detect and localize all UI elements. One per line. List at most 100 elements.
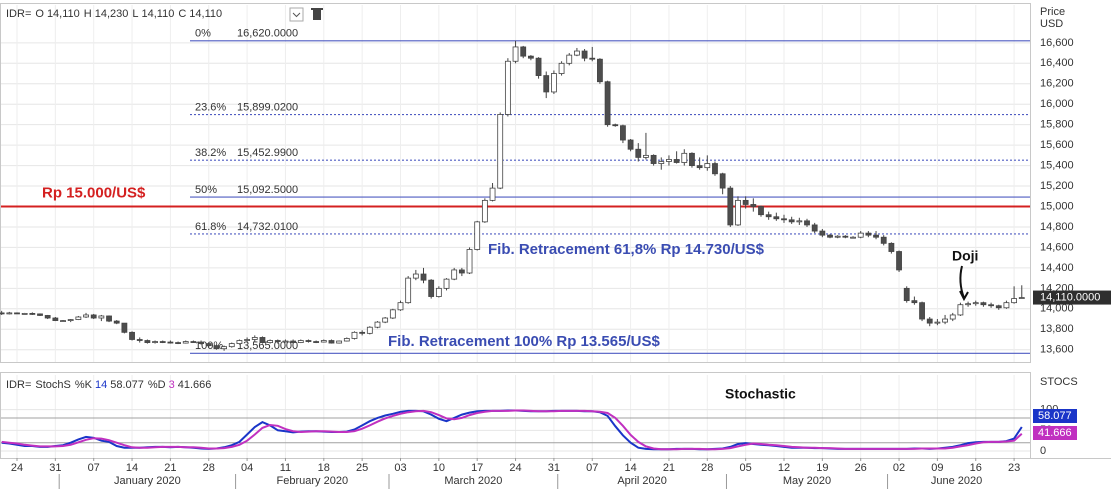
fib-label: 0%	[195, 28, 211, 40]
x-tick-label: 14	[624, 462, 636, 474]
ohlc-label: L	[132, 8, 138, 20]
x-tick-label: 09	[931, 462, 943, 474]
candle-body	[336, 340, 343, 344]
month-label: March 2020	[444, 475, 502, 487]
candle-body	[980, 302, 987, 306]
fib-label: 50%	[195, 184, 217, 196]
candle-body	[527, 55, 534, 59]
y-axis-label: STOCS	[1040, 376, 1078, 388]
candle-body	[205, 343, 212, 347]
y-tick-label: 0	[1040, 445, 1046, 457]
candle-body	[343, 338, 350, 342]
candle-body	[466, 249, 473, 274]
candle-body	[727, 187, 734, 226]
candle-body	[834, 235, 841, 238]
candle-body	[37, 313, 43, 316]
ric: IDR=	[6, 8, 31, 20]
candle-body	[366, 326, 373, 334]
dropdown-icon[interactable]	[289, 7, 304, 22]
candle-body	[213, 345, 220, 350]
fib-value: 13,565.0000	[237, 340, 298, 352]
fib-label: 61.8%	[195, 221, 226, 233]
fib-value: 14,732.0100	[237, 221, 298, 233]
x-tick-label: 03	[394, 462, 406, 474]
y-axis-label: Price	[1040, 6, 1065, 18]
ohlc-value: 14,230	[95, 8, 129, 20]
candle-body	[75, 316, 82, 320]
x-tick-label: 26	[855, 462, 867, 474]
x-tick-label: 28	[203, 462, 215, 474]
candle-body	[244, 339, 251, 341]
ohlc-label: C	[178, 8, 186, 20]
candle-body	[942, 318, 948, 323]
candle-body	[704, 163, 711, 169]
candle-body	[14, 312, 20, 315]
candle-body	[535, 57, 542, 76]
candle-body	[666, 159, 672, 162]
candle-body	[957, 304, 964, 316]
candle-body	[1003, 302, 1010, 309]
candle-body	[428, 279, 435, 297]
candle-body	[405, 277, 412, 304]
last-value-label: 58.077	[1038, 410, 1072, 422]
candle-body	[566, 54, 573, 64]
candle-body	[857, 232, 864, 238]
candle-body	[90, 314, 97, 319]
candle-body	[320, 340, 327, 343]
x-tick-label: 24	[11, 462, 23, 474]
candle-body	[389, 309, 396, 319]
candle-body	[297, 340, 304, 343]
ohlc-value: 14,110	[142, 8, 175, 20]
x-tick-label: 18	[318, 462, 330, 474]
candle-body	[988, 304, 994, 307]
month-label: January 2020	[114, 475, 181, 487]
series-name: %K	[75, 379, 93, 391]
candle-body	[842, 235, 849, 238]
candle-body	[175, 342, 181, 344]
candle-body	[796, 220, 803, 223]
candle-body	[773, 216, 780, 220]
candle-body	[412, 273, 419, 279]
x-tick-label: 07	[88, 462, 100, 474]
candle-body	[781, 218, 787, 221]
candle-body	[804, 220, 810, 226]
y-tick-label: 16,600	[1040, 37, 1074, 49]
ohlc-header: IDR= O 14,110 H 14,230 L 14,110 C 14,110	[6, 8, 222, 20]
y-tick-label: 15,600	[1040, 139, 1074, 151]
candle-body	[282, 340, 289, 343]
annotation: Fib. Retracement 61,8% Rp 14.730/US$	[488, 241, 765, 258]
x-tick-label: 28	[701, 462, 713, 474]
candle-body	[597, 58, 603, 83]
candle-body	[551, 73, 557, 93]
candle-body	[965, 303, 971, 306]
month-label: April 2020	[617, 475, 667, 487]
candle-body	[811, 224, 818, 232]
candle-body	[497, 114, 504, 189]
last-value-label: 41.666	[1038, 427, 1072, 439]
x-tick-label: 25	[356, 462, 368, 474]
fib-value: 15,452.9900	[237, 147, 298, 159]
fib-value: 16,620.0000	[237, 28, 298, 40]
annotation: Doji	[952, 248, 978, 264]
reference-label: Rp 15.000/US$	[42, 184, 146, 201]
delete-icon[interactable]	[311, 8, 323, 20]
candle-body	[926, 318, 933, 324]
candle-body	[374, 321, 381, 328]
y-axis-label: USD	[1040, 18, 1063, 30]
candle-body	[819, 230, 826, 236]
candle-body	[267, 340, 274, 343]
candle-body	[113, 320, 120, 324]
candle-body	[604, 81, 611, 126]
candle-body	[67, 319, 74, 321]
candle-body	[689, 152, 695, 166]
last-price-box	[1033, 290, 1111, 305]
ohlc-value: 14,110	[189, 8, 222, 20]
candle-body	[451, 269, 458, 280]
candle-body	[351, 331, 358, 339]
candle-body	[658, 161, 665, 164]
candle-body	[129, 331, 135, 340]
y-tick-label: 14,400	[1040, 262, 1074, 274]
candle-body	[328, 340, 335, 344]
stoch-header: IDR= StochS %K 14 58.077 %D 3 41.666	[6, 379, 211, 391]
